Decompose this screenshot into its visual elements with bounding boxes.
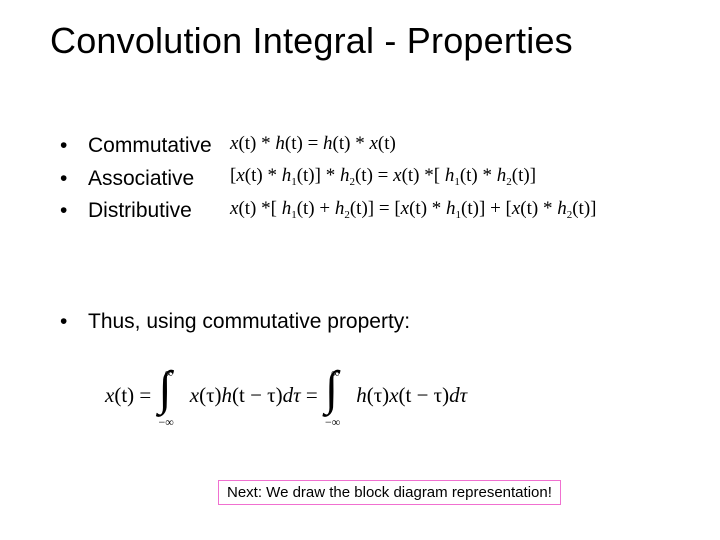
integral-equation: x(t) = ∞ ∫ −∞ x(τ)h(t − τ)dτ = ∞ ∫ −∞ h(… <box>105 370 467 424</box>
bullet-icon: • <box>60 310 88 334</box>
property-label: Associative <box>88 163 194 196</box>
bullet-icon: • <box>60 163 88 196</box>
list-item: • Associative <box>60 163 212 196</box>
property-label: Commutative <box>88 130 212 163</box>
eq-distributive: x(t) *[ h1(t) + h2(t)] = [x(t) * h1(t)] … <box>230 193 597 225</box>
list-item: • Commutative <box>60 130 212 163</box>
slide-title: Convolution Integral - Properties <box>50 20 573 62</box>
next-text: Next: We draw the block diagram represen… <box>227 484 552 501</box>
next-box: Next: We draw the block diagram represen… <box>218 480 561 505</box>
bullet-icon: • <box>60 130 88 163</box>
list-item: • Distributive <box>60 195 212 228</box>
equations-block: x(t) * h(t) = h(t) * x(t) [x(t) * h1(t)]… <box>230 128 597 225</box>
eq-commutative: x(t) * h(t) = h(t) * x(t) <box>230 128 597 160</box>
integral-icon: ∞ ∫ −∞ <box>159 370 181 424</box>
bullet-icon: • <box>60 195 88 228</box>
thus-line: •Thus, using commutative property: <box>60 310 410 334</box>
thus-text: Thus, using commutative property: <box>88 310 410 333</box>
slide: Convolution Integral - Properties • Comm… <box>0 0 720 540</box>
integral-icon: ∞ ∫ −∞ <box>325 370 347 424</box>
eq-associative: [x(t) * h1(t)] * h2(t) = x(t) *[ h1(t) *… <box>230 160 597 192</box>
property-label: Distributive <box>88 195 192 228</box>
property-list: • Commutative • Associative • Distributi… <box>60 130 212 228</box>
